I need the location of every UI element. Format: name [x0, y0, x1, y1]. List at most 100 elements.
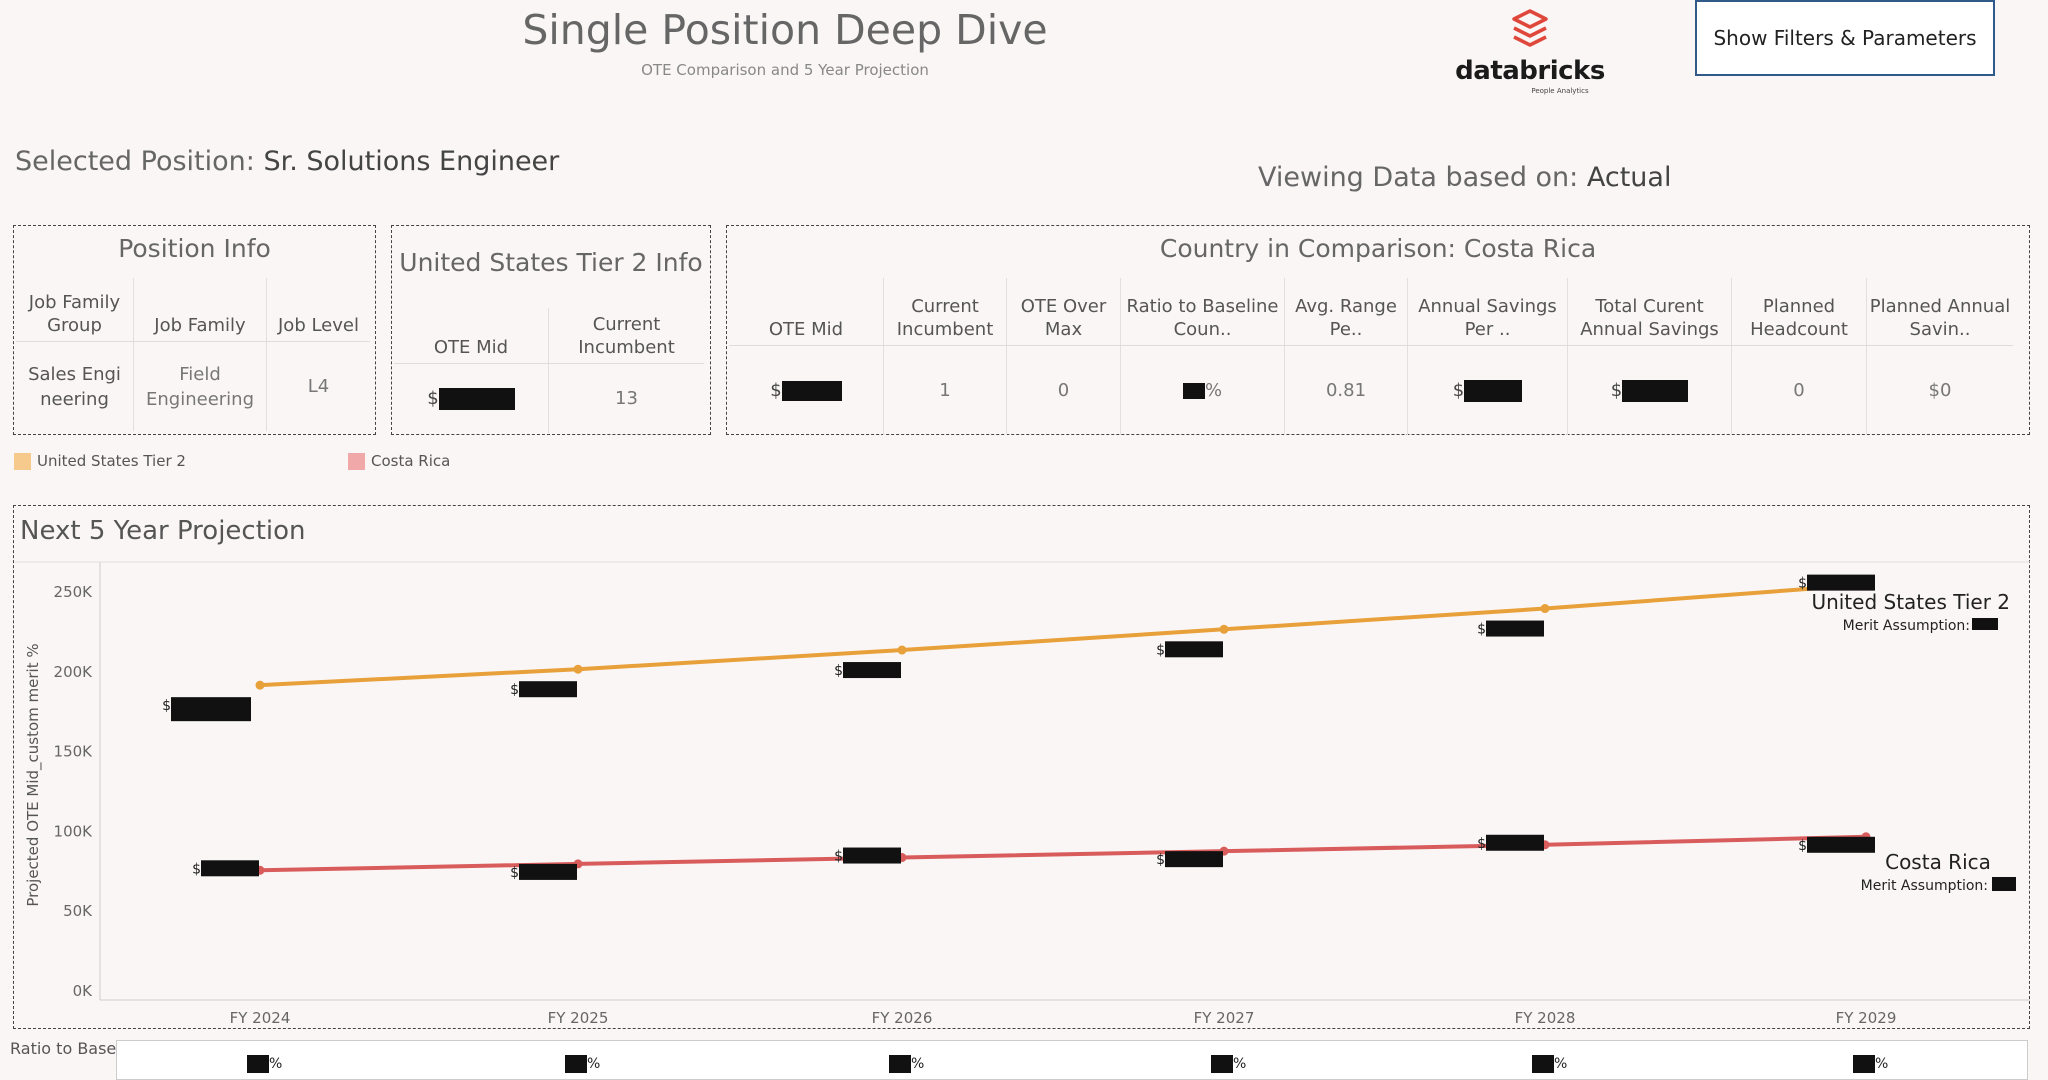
legend-item-us-tier-2[interactable]: United States Tier 2 — [14, 452, 186, 470]
redacted-data-label — [171, 697, 251, 722]
viewing-data: Viewing Data based on: Actual — [1258, 162, 1671, 193]
redacted-block — [1853, 1055, 1875, 1073]
value-ratio-text: % — [1204, 380, 1223, 401]
header-ote-mid: OTE Mid — [394, 308, 549, 363]
ratio-value: % — [247, 1055, 282, 1073]
y-tick-label: 100K — [54, 822, 94, 840]
data-point — [1219, 624, 1229, 634]
y-axis-title: Projected OTE Mid_custom merit % — [24, 643, 43, 906]
value-ote-mid: $ — [729, 345, 884, 435]
logo-text: databricks — [1455, 56, 1605, 86]
value-job-family: Field Engineering — [134, 341, 267, 431]
show-filters-button[interactable]: Show Filters & Parameters — [1695, 0, 1995, 76]
ratio-value-text: % — [1233, 1056, 1247, 1072]
us-info-panel: United States Tier 2 Info OTE Mid Curren… — [391, 225, 711, 435]
redacted-data-label — [843, 662, 901, 679]
data-point — [1540, 604, 1550, 614]
viewing-data-value: Actual — [1586, 162, 1672, 193]
header-current-incumbent: Current Incumbent — [884, 278, 1007, 345]
value-ote-mid-text: $ — [427, 388, 439, 409]
y-tick-label: 0K — [73, 982, 94, 1000]
redacted-block — [247, 1055, 269, 1073]
redacted-block — [1464, 379, 1523, 402]
data-point — [573, 664, 583, 674]
selected-position-label: Selected Position: — [15, 146, 255, 177]
ratio-value: % — [1211, 1055, 1246, 1073]
legend-item-costa-rica[interactable]: Costa Rica — [348, 452, 450, 470]
header-job-family: Job Family — [134, 278, 267, 341]
redacted-data-label — [1165, 851, 1223, 868]
data-label: $ — [834, 849, 843, 865]
x-tick-label: FY 2028 — [1515, 1009, 1576, 1027]
ratio-strip: %%%%%% — [116, 1040, 2028, 1080]
page-title: Single Position Deep Dive — [522, 6, 1048, 54]
position-info-title: Position Info — [118, 234, 271, 263]
data-point — [255, 680, 265, 690]
value-job-level: L4 — [267, 341, 370, 431]
series-label-us: United States Tier 2 — [1811, 590, 2010, 614]
y-tick-label: 50K — [63, 902, 93, 920]
projection-chart: 0K 50K 100K 150K 200K 250K Projected OTE Mid_c… — [15, 561, 2030, 1027]
selected-position-value: Sr. Solutions Engineer — [263, 146, 560, 177]
selected-position: Selected Position: Sr. Solutions Enginee… — [15, 146, 559, 177]
us-info-title: United States Tier 2 Info — [399, 248, 703, 277]
ratio-value-text: % — [1554, 1056, 1568, 1072]
data-label: $ — [162, 698, 171, 714]
data-label: $ — [1798, 838, 1807, 854]
ratio-value: % — [1532, 1055, 1567, 1073]
ratio-value-text: % — [1875, 1056, 1889, 1072]
x-tick-label: FY 2025 — [548, 1009, 609, 1027]
page-subtitle: OTE Comparison and 5 Year Projection — [641, 61, 929, 79]
series-line — [258, 582, 1868, 688]
redacted-data-label — [519, 863, 577, 880]
value-ote-over-max: 0 — [1007, 345, 1121, 435]
x-tick-label: FY 2024 — [230, 1009, 291, 1027]
value-current-incumbent: 1 — [884, 345, 1007, 435]
legend-label-us: United States Tier 2 — [37, 452, 186, 470]
y-tick-label: 250K — [54, 583, 94, 601]
header-ote-mid: OTE Mid — [729, 278, 884, 345]
redacted-block — [1211, 1055, 1233, 1073]
redacted-merit-us — [1972, 618, 1998, 630]
merit-assumption-cr: Merit Assumption: — [1861, 878, 1988, 894]
viewing-data-label: Viewing Data based on: — [1258, 162, 1579, 193]
merit-assumption-us: Merit Assumption: — [1843, 618, 1970, 634]
databricks-logo: databricks People Analytics — [1455, 6, 1605, 96]
databricks-logo-icon — [1512, 9, 1548, 47]
redacted-block — [781, 380, 842, 401]
data-label: $ — [1477, 622, 1486, 638]
data-label: $ — [1156, 642, 1165, 658]
series-line — [258, 834, 1868, 873]
header-avg-range-pen: Avg. Range Pe.. — [1285, 278, 1408, 345]
data-label: $ — [510, 682, 519, 698]
ratio-label: Ratio to Baseline — [10, 1039, 146, 1058]
value-job-family-group: Sales Engi neering — [16, 341, 134, 431]
data-label: $ — [192, 861, 201, 877]
comparison-title: Country in Comparison: Costa Rica — [1159, 234, 1597, 263]
value-annual-savings: $ — [1408, 345, 1568, 435]
x-tick-label: FY 2026 — [872, 1009, 933, 1027]
header-job-level: Job Level — [278, 315, 359, 336]
y-tick-label: 150K — [54, 743, 94, 761]
header-ratio-to-baseline: Ratio to Baseline Coun.. — [1121, 278, 1285, 345]
value-total-savings-text: $ — [1610, 380, 1623, 401]
header-annual-savings: Annual Savings Per .. — [1408, 278, 1568, 345]
redacted-data-label — [519, 681, 577, 698]
value-ote-mid: $ — [394, 363, 549, 433]
data-point — [897, 645, 907, 655]
redacted-data-label — [843, 847, 901, 864]
header-planned-headcount: Planned Headcount — [1732, 278, 1867, 345]
projection-chart-panel — [13, 505, 2030, 1029]
ratio-value-text: % — [587, 1056, 601, 1072]
redacted-block — [1622, 379, 1689, 402]
value-ote-mid-text: $ — [770, 380, 782, 401]
value-avg-range-pen: 0.81 — [1285, 345, 1408, 435]
comparison-panel: Country in Comparison: Costa Rica OTE Mi… — [726, 225, 2030, 435]
data-label: $ — [510, 865, 519, 881]
header-current-incumbent: Current Incumbent — [578, 314, 675, 358]
legend-swatch-cr — [348, 453, 365, 470]
redacted-block — [438, 387, 515, 410]
data-label: $ — [834, 663, 843, 679]
data-label: $ — [1798, 576, 1807, 592]
logo-tagline: People Analytics — [1531, 87, 1589, 95]
